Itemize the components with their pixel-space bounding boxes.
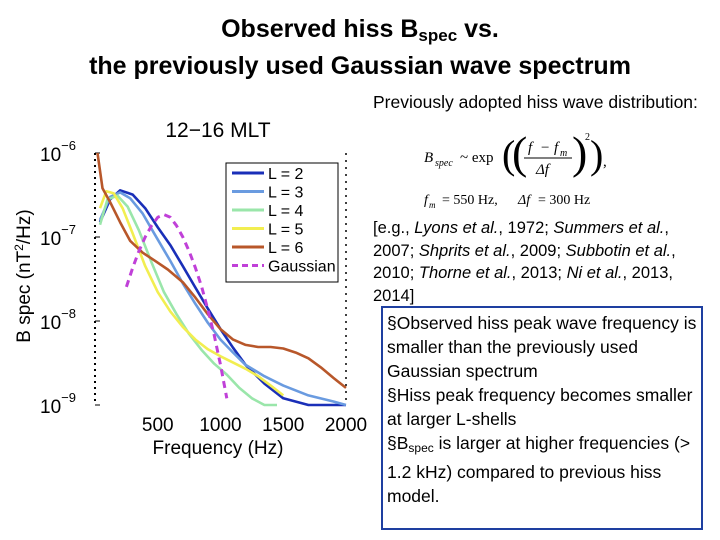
series-line-6 bbox=[124, 213, 229, 399]
y-tick-label: 10−7 bbox=[40, 222, 76, 250]
legend-label: L = 5 bbox=[268, 222, 304, 239]
finding-3-post: is larger at higher frequencies (> 1.2 k… bbox=[387, 433, 691, 506]
title-text-post: vs. bbox=[457, 15, 499, 43]
x-tick-label: 1000 bbox=[199, 415, 241, 436]
series-line-1 bbox=[98, 189, 346, 407]
ref-lyons-year: , 1972; bbox=[498, 219, 554, 237]
finding-2: §Hiss peak frequency becomes smaller at … bbox=[387, 385, 693, 429]
formula-bottom-val: = 550 Hz, bbox=[442, 193, 498, 208]
formula-num-f: f bbox=[528, 140, 534, 156]
chart: 500 1000 1500 2000 10−6 10−7 10−8 10−9 12−16 ML… bbox=[12, 119, 367, 459]
title-subscript: spec bbox=[418, 26, 458, 45]
title-text: Observed hiss B bbox=[221, 15, 419, 43]
y-tick-exponent: −6 bbox=[61, 138, 76, 153]
formula-paren-right: ) bbox=[590, 132, 603, 177]
findings-box bbox=[381, 306, 703, 530]
formula-num-fm: f bbox=[554, 140, 560, 156]
x-tick-label: 2000 bbox=[325, 415, 367, 436]
y-tick-label: 10−6 bbox=[40, 138, 76, 166]
title-line-2: the previously used Gaussian wave spectr… bbox=[89, 52, 631, 80]
formula-lhs: B bbox=[424, 150, 433, 166]
series-line-3 bbox=[98, 194, 277, 407]
references: [e.g., Lyons et al., 1972; Summers et al… bbox=[373, 217, 708, 307]
ref-summers-year: , 2007; bbox=[373, 219, 669, 260]
chart-title: 12−16 MLT bbox=[165, 119, 270, 142]
legend-label: L = 3 bbox=[268, 185, 304, 202]
legend-label: L = 4 bbox=[268, 203, 304, 220]
y-tick-exponent: −8 bbox=[61, 306, 76, 321]
chart-legend: L = 2 L = 3L = 4 L = 5L = 6 Gaussian bbox=[225, 162, 339, 283]
ref-thorne: Thorne et al. bbox=[418, 264, 512, 282]
intro-text: Previously adopted hiss wave distributio… bbox=[373, 92, 698, 112]
ref-ni-year: , 2013, 2014] bbox=[373, 264, 673, 305]
gaussian-formula: B spec ~ exp ( ( f − f m Δf ) 2 ) , f m … bbox=[424, 128, 607, 208]
finding-3: §Bspec is larger at higher frequencies (… bbox=[387, 431, 699, 508]
ref-subbotin-year: , 2010; bbox=[373, 241, 676, 283]
series-line-4 bbox=[98, 190, 285, 397]
y-tick-label: 10−8 bbox=[40, 306, 76, 334]
ref-summers: Summers et al. bbox=[553, 219, 665, 237]
legend-label: L = 6 bbox=[268, 240, 304, 257]
formula-comma: , bbox=[603, 154, 607, 170]
x-tick-label: 500 bbox=[142, 415, 174, 436]
y-tick-exponent: −7 bbox=[61, 222, 76, 237]
chart-frame bbox=[94, 153, 347, 405]
ref-shprits: Shprits et al. bbox=[418, 241, 511, 260]
findings-list: §Observed hiss peak wave frequency is sm… bbox=[387, 311, 699, 508]
formula-num-minus: − bbox=[541, 140, 549, 156]
formula-bottom-df-val: = 300 Hz bbox=[538, 193, 590, 208]
formula-den: Δf bbox=[535, 162, 551, 178]
chart-lines bbox=[96, 152, 347, 407]
y-tick-exponent: −9 bbox=[61, 390, 76, 405]
finding-1: §Observed hiss peak wave frequency is sm… bbox=[387, 313, 697, 381]
formula-bottom-f: f bbox=[424, 193, 430, 208]
y-label-post: /Hz) bbox=[14, 209, 35, 244]
ref-thorne-year: , 2013; bbox=[511, 264, 567, 282]
legend-label: L = 2 bbox=[268, 166, 304, 183]
formula-lhs-sub: spec bbox=[435, 158, 453, 169]
formula-rel: ~ exp bbox=[460, 150, 494, 166]
slide-title: Observed hiss Bspec vs. the previously u… bbox=[0, 14, 720, 82]
refs-open: [e.g., bbox=[373, 219, 415, 237]
finding-3-sub: spec bbox=[408, 441, 434, 455]
formula-bracket-left: ( bbox=[512, 128, 527, 178]
formula-num-fm-sub: m bbox=[560, 148, 567, 159]
series-line-5 bbox=[96, 152, 347, 389]
legend-label: Gaussian bbox=[268, 259, 336, 276]
ref-shprits-year: , 2009; bbox=[510, 241, 566, 260]
y-axis-label: B spec (nT2/Hz) bbox=[12, 209, 35, 342]
ref-ni: Ni et al. bbox=[566, 264, 623, 282]
x-tick-label: 1500 bbox=[262, 415, 304, 436]
x-axis-label: Frequency (Hz) bbox=[153, 438, 284, 459]
legend-box bbox=[225, 162, 339, 283]
y-tick-label: 10−9 bbox=[40, 390, 76, 418]
ref-subbotin: Subbotin et al. bbox=[565, 241, 672, 260]
title-line-1: Observed hiss Bspec vs. bbox=[0, 14, 720, 51]
ref-lyons: Lyons et al. bbox=[414, 219, 499, 237]
y-label-main: B spec (nT bbox=[14, 250, 35, 342]
series-line-2 bbox=[98, 191, 347, 407]
formula-bracket-right: ) bbox=[572, 128, 587, 178]
formula-bottom-f-sub: m bbox=[429, 200, 436, 208]
formula-power: 2 bbox=[585, 132, 590, 143]
finding-3-pre: §B bbox=[387, 433, 409, 453]
formula-paren-left: ( bbox=[502, 132, 515, 177]
formula-bottom-df: Δf bbox=[517, 193, 532, 208]
y-label-sup: 2 bbox=[12, 244, 26, 251]
